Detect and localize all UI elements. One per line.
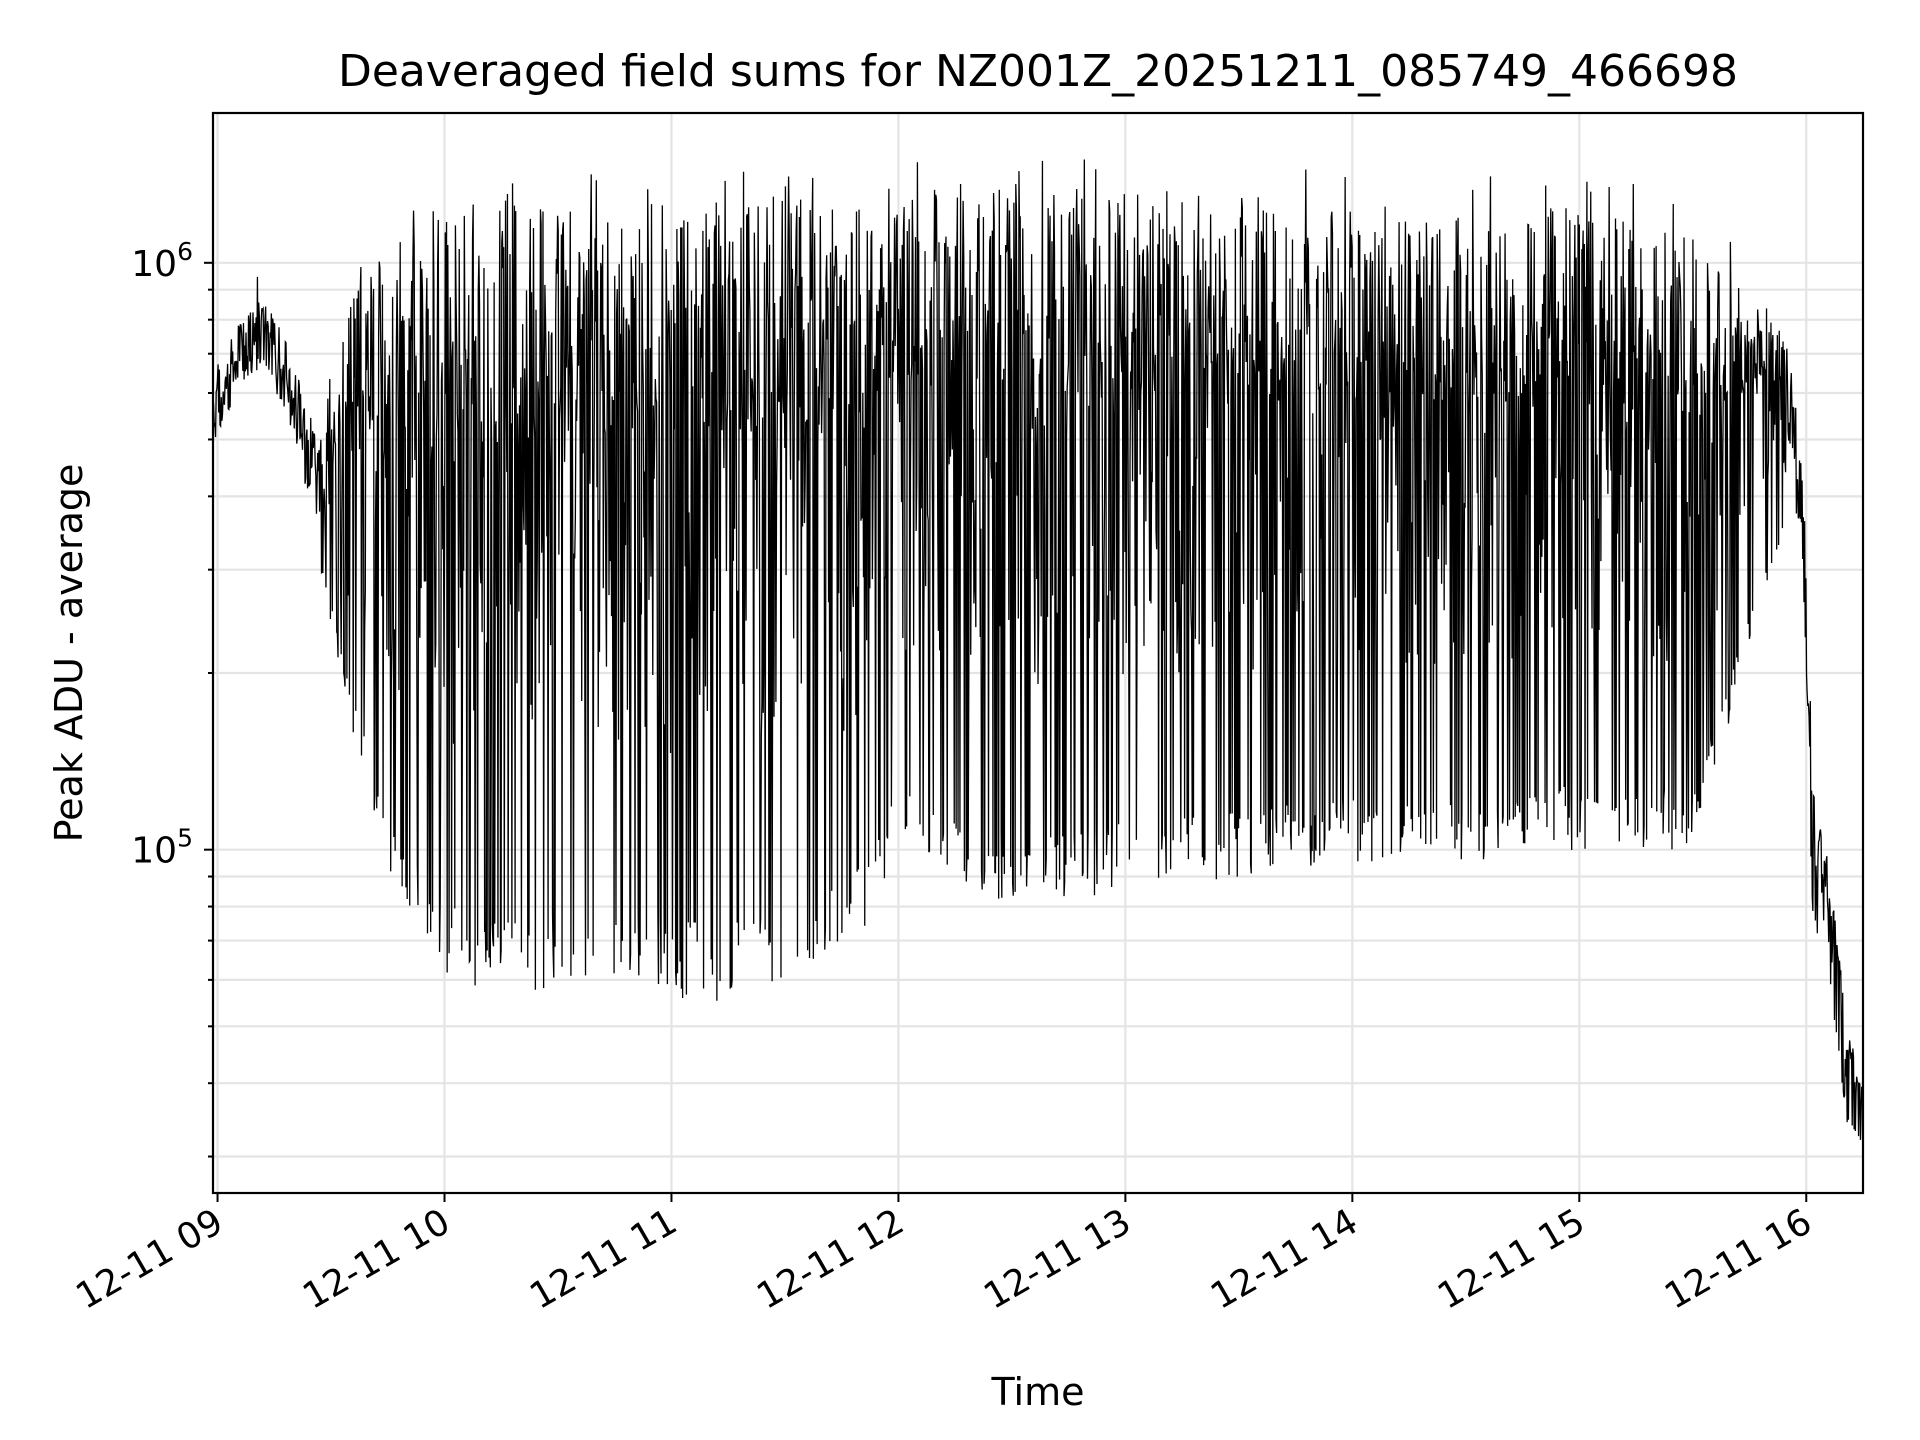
- x-axis-label: Time: [991, 1370, 1085, 1414]
- y-tick-label-base: 10: [131, 244, 177, 285]
- y-tick-label-exponent: 6: [177, 237, 193, 266]
- y-tick-label: 105: [131, 824, 193, 872]
- plot-frame: [211, 111, 1865, 1195]
- y-tick-label-exponent: 5: [177, 824, 193, 853]
- y-tick-label-base: 10: [131, 831, 177, 872]
- chart-title: Deaveraged field sums for NZ001Z_2025121…: [338, 46, 1738, 97]
- y-axis-label: Peak ADU - average: [47, 464, 91, 843]
- data-series-line: [212, 159, 1864, 1140]
- y-tick-label: 106: [131, 237, 193, 285]
- plot-area: [212, 159, 1864, 1140]
